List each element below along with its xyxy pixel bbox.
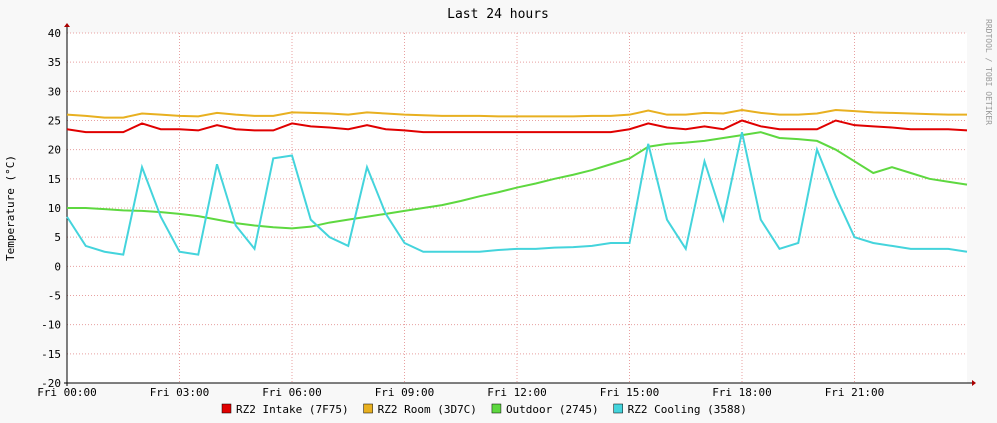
x-tick-label: Fri 09:00: [375, 386, 435, 399]
y-tick-label: 20: [48, 144, 61, 157]
y-tick-label: -10: [41, 319, 61, 332]
legend-swatch: [491, 403, 502, 414]
legend-swatch: [221, 403, 232, 414]
watermark: RRDTOOL / TOBI OETIKER: [984, 19, 993, 125]
y-tick-label: 10: [48, 202, 61, 215]
legend-swatch: [613, 403, 623, 414]
chart-title: Last 24 hours: [447, 7, 549, 22]
x-arrow: [972, 380, 976, 386]
legend-label: RZ2 Cooling (3588): [628, 403, 747, 416]
x-tick-label: Fri 06:00: [262, 386, 322, 399]
legend-label: Outdoor (2745): [506, 403, 599, 416]
x-tick-label: Fri 00:00: [37, 386, 97, 399]
y-tick-label: 30: [48, 85, 61, 98]
y-tick-label: 35: [48, 56, 61, 69]
x-tick-label: Fri 15:00: [600, 386, 660, 399]
series-line: [66, 131, 968, 256]
y-tick-label: -5: [48, 290, 61, 303]
series-line: [67, 131, 968, 230]
legend-label: RZ2 Room (3D7C): [378, 403, 477, 416]
y-tick-label: -15: [41, 348, 61, 361]
y-tick-label: -20: [41, 377, 61, 390]
y-tick-label: 15: [48, 173, 61, 186]
legend-label: RZ2 Intake (7F75): [236, 403, 349, 416]
y-axis-label: Temperature (°C): [4, 155, 17, 261]
x-tick-label: Fri 03:00: [150, 386, 210, 399]
y-tick-label: 5: [54, 231, 61, 244]
legend-swatch: [363, 403, 373, 414]
y-arrow: [64, 23, 70, 27]
x-tick-label: Fri 12:00: [487, 386, 547, 399]
series-line: [66, 119, 968, 134]
x-tick-label: Fri 18:00: [712, 386, 772, 399]
series-line: [66, 108, 967, 119]
x-tick-label: Fri 21:00: [825, 386, 885, 399]
y-tick-label: 40: [48, 27, 61, 40]
y-tick-label: 25: [48, 115, 61, 128]
y-tick-label: 0: [54, 260, 61, 273]
